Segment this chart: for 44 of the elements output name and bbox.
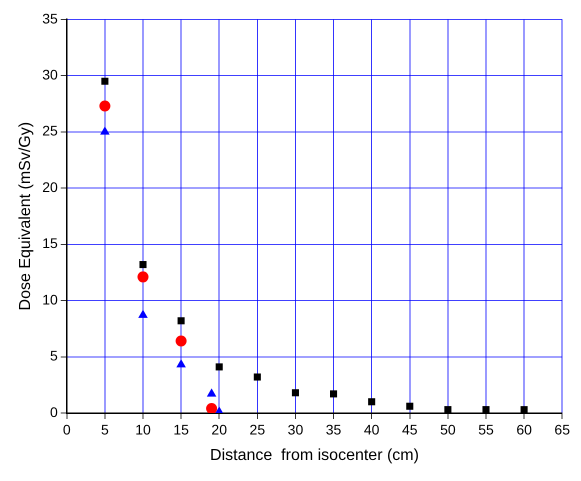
x-tick-label: 20	[211, 421, 228, 438]
point	[137, 271, 148, 282]
x-tick-label: 65	[554, 421, 570, 438]
point	[99, 100, 110, 112]
y-tick-label: 5	[50, 348, 58, 364]
point	[178, 317, 185, 324]
point	[206, 388, 216, 397]
point	[206, 403, 218, 413]
point	[101, 78, 108, 85]
y-tick-label: 20	[42, 178, 58, 195]
x-tick-label: 55	[478, 421, 494, 438]
x-tick-label: 25	[250, 421, 266, 438]
point	[216, 363, 223, 370]
point	[138, 310, 148, 318]
x-tick-label: 5	[100, 421, 109, 438]
x-tick-label: 50	[440, 421, 456, 438]
point	[254, 373, 261, 381]
point	[406, 402, 414, 410]
point	[100, 126, 110, 135]
x-tick-label: 30	[288, 421, 304, 438]
point	[444, 406, 452, 413]
x-tick-label: 35	[326, 421, 342, 438]
point	[176, 359, 186, 368]
point	[176, 336, 187, 347]
y-tick-label: 0	[50, 404, 58, 420]
point	[482, 406, 490, 413]
x-tick-label: 45	[402, 421, 418, 438]
point	[330, 390, 338, 398]
y-tick-label: 15	[42, 235, 58, 252]
point	[368, 398, 376, 406]
y-tick-label: 35	[42, 10, 58, 26]
y-tick-label: 25	[42, 122, 58, 139]
x-tick-label: 60	[516, 421, 532, 438]
y-tick-label: 10	[42, 291, 58, 308]
point	[139, 261, 147, 268]
point	[292, 389, 299, 396]
y-tick-label: 30	[42, 66, 58, 82]
x-tick-label: 10	[135, 421, 151, 438]
x-tick-label: 40	[364, 421, 380, 438]
x-axis-title: Distance from isocenter (cm)	[210, 446, 419, 464]
point	[520, 406, 528, 413]
x-tick-label: 15	[173, 421, 190, 438]
y-axis-title: Dose Equivalent (mSv/Gy)	[17, 122, 34, 310]
x-tick-label: 0	[62, 421, 71, 438]
